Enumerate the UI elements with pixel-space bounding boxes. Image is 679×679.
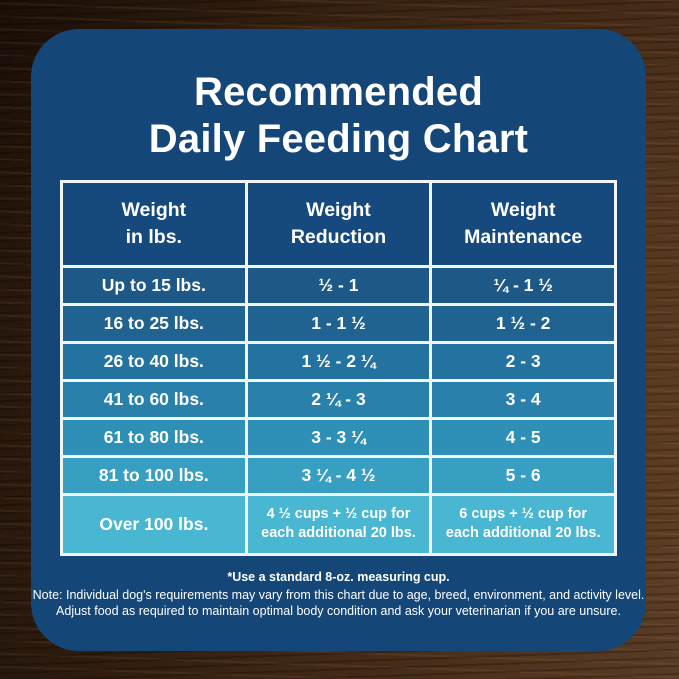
cell-maintenance: 1 ½ - 2: [432, 305, 614, 341]
feeding-chart-card: Recommended Daily Feeding Chart Weight i…: [31, 29, 646, 651]
cell-reduction: ½ - 1: [247, 267, 430, 303]
cell-reduction: 3 - 3 ¼: [247, 419, 430, 455]
cell-weight: 16 to 25 lbs.: [63, 305, 245, 341]
table-row: 26 to 40 lbs. 1 ½ - 2 ¼ 2 - 3: [63, 343, 614, 379]
cell-maintenance: ¼ - 1 ½: [432, 267, 614, 303]
cell-weight: 41 to 60 lbs.: [63, 381, 245, 417]
cell-reduction: 2 ¼ - 3: [247, 381, 430, 417]
table-row: Over 100 lbs. 4 ½ cups + ½ cup for each …: [63, 495, 614, 553]
page-title: Recommended Daily Feeding Chart: [31, 69, 646, 163]
cell-reduction: 4 ½ cups + ½ cup for each additional 20 …: [247, 495, 430, 553]
cell-weight: 61 to 80 lbs.: [63, 419, 245, 455]
column-header-maintenance: Weight Maintenance: [432, 182, 614, 265]
footnote-measuring-cup: *Use a standard 8-oz. measuring cup.: [227, 569, 450, 584]
cell-weight: Over 100 lbs.: [63, 495, 245, 553]
footnote: *Use a standard 8-oz. measuring cup. Not…: [31, 569, 646, 620]
table-row: 41 to 60 lbs. 2 ¼ - 3 3 - 4: [63, 381, 614, 417]
column-header-reduction: Weight Reduction: [247, 182, 430, 265]
title-line-2: Daily Feeding Chart: [148, 116, 529, 161]
cell-weight: 26 to 40 lbs.: [63, 343, 245, 379]
cell-maintenance: 3 - 4: [432, 381, 614, 417]
feeding-table: Weight in lbs. Weight Reduction Weight M…: [60, 179, 617, 556]
table-row: 61 to 80 lbs. 3 - 3 ¼ 4 - 5: [63, 419, 614, 455]
cell-weight: 81 to 100 lbs.: [63, 457, 245, 493]
footnote-note-line: Note: Individual dog's requirements may …: [32, 587, 645, 602]
cell-maintenance: 2 - 3: [432, 343, 614, 379]
cell-reduction: 1 ½ - 2 ¼: [247, 343, 430, 379]
cell-maintenance: 4 - 5: [432, 419, 614, 455]
table-row: Up to 15 lbs. ½ - 1 ¼ - 1 ½: [63, 267, 614, 303]
table-row: 16 to 25 lbs. 1 - 1 ½ 1 ½ - 2: [63, 305, 614, 341]
cell-reduction: 1 - 1 ½: [247, 305, 430, 341]
cell-maintenance: 5 - 6: [432, 457, 614, 493]
title-line-1: Recommended: [194, 70, 483, 114]
cell-maintenance: 6 cups + ½ cup for each additional 20 lb…: [432, 495, 614, 553]
cell-reduction: 3 ¼ - 4 ½: [247, 457, 430, 493]
cell-weight: Up to 15 lbs.: [63, 267, 245, 303]
table-row: 81 to 100 lbs. 3 ¼ - 4 ½ 5 - 6: [63, 457, 614, 493]
table-header-row: Weight in lbs. Weight Reduction Weight M…: [63, 182, 614, 265]
footnote-adjust-line: Adjust food as required to maintain opti…: [56, 604, 621, 619]
column-header-weight: Weight in lbs.: [63, 182, 245, 265]
